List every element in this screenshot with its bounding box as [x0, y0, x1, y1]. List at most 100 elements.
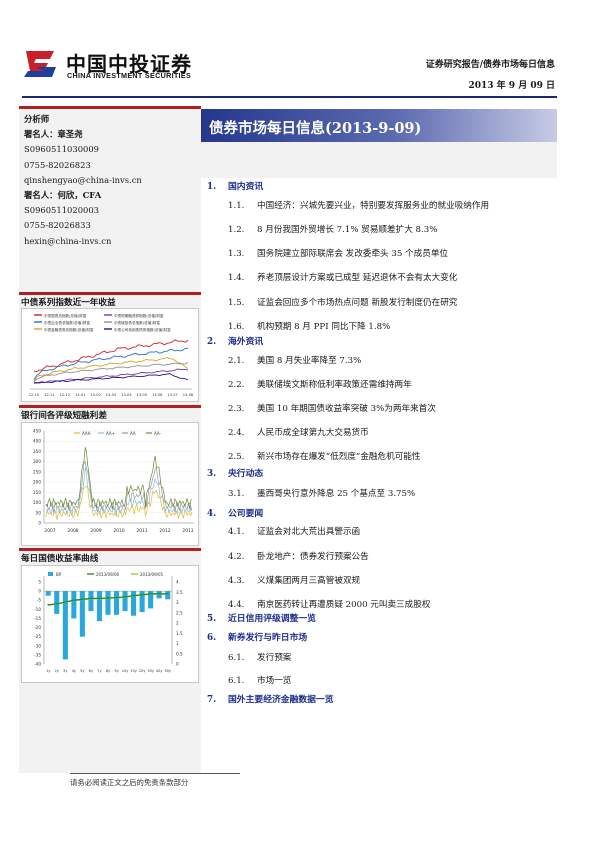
- x-tick-label: 2009: [90, 528, 101, 534]
- toc-item[interactable]: 6.1. 市场一览: [228, 674, 291, 686]
- toc-item[interactable]: 3.1. 墨西哥央行意外降息 25 个基点至 3.75%: [228, 487, 415, 499]
- analyst-2-email[interactable]: hexin@china-invs.cn: [24, 235, 112, 246]
- y-tick-label: 400: [33, 439, 41, 444]
- report-type: 证券研究报告/债券市场每日信息: [425, 60, 555, 70]
- y-left-tick-label: 0: [38, 589, 41, 594]
- toc-section-title: 海外资讯: [228, 337, 264, 347]
- y-tick-label: 250: [33, 469, 41, 474]
- y-right-tick-label: 0.5: [176, 651, 183, 656]
- x-tick-label: 4y: [72, 669, 76, 673]
- y-tick-label: 150: [33, 490, 41, 495]
- toc-section-5[interactable]: 5. 近日信用评级调整一览: [207, 611, 316, 624]
- series-line: [45, 460, 193, 513]
- toc-item-text: 美国 10 年期国债收益率突破 3%为两年来首次: [257, 404, 436, 414]
- toc-item[interactable]: 1.3. 国务院建立部际联席会 发改委牵头 35 个成员单位: [228, 247, 448, 259]
- toc-item-text: 养老顶层设计方案或已成型 延迟退休不会有太大变化: [257, 273, 458, 283]
- toc-section-title: 央行动态: [228, 469, 264, 479]
- toc-item-number: 4.2.: [228, 552, 245, 562]
- chart3-box: BP 2013/09/06 2013/09/05 5 0 -5 -10 -15 -20 -25 -3…: [21, 565, 199, 683]
- toc-item-number: 6.1.: [228, 676, 245, 686]
- analyst-2-line: 署名人：何欣，CFA: [24, 190, 102, 201]
- toc-section-6[interactable]: 6. 新券发行与昨日市场: [207, 630, 307, 643]
- x-tick-label: 13-06: [152, 393, 163, 397]
- toc-section-7[interactable]: 7. 国外主要经济金融数据一览: [207, 692, 334, 705]
- legend-swatch: [48, 572, 53, 576]
- legend-label: AA: [130, 431, 136, 436]
- toc-item[interactable]: 2.3. 美国 10 年期国债收益率突破 3%为两年来首次: [228, 402, 436, 414]
- y-tick-label: 450: [33, 429, 41, 434]
- analyst-1-email[interactable]: qinshengyao@china-invs.cn: [24, 174, 142, 185]
- toc-item[interactable]: 1.1. 中国经济：兴城先要兴业，特别要发挥服务业的就业吸纳作用: [228, 199, 489, 211]
- toc-item[interactable]: 2.5. 新兴市场存在爆发“低烈度”金融危机可能性: [228, 450, 420, 462]
- toc-item-number: 2.5.: [228, 452, 245, 462]
- toc-item[interactable]: 2.1. 美国 8 月失业率降至 7.3%: [228, 354, 361, 366]
- toc-item-number: 1.6.: [228, 322, 245, 332]
- y-tick-label: 200: [33, 480, 41, 485]
- toc-item[interactable]: 4.1. 证监会对北大荒出具警示函: [228, 525, 360, 537]
- yield-point: [141, 593, 143, 596]
- toc-section-title: 公司要闻: [228, 509, 264, 519]
- yield-point: [115, 596, 118, 599]
- x-tick-label: 13-05: [137, 393, 147, 397]
- toc-section-2[interactable]: 2. 海外资讯: [207, 334, 263, 347]
- toc-item[interactable]: 4.3. 义煤集团两月三高管被双规: [228, 574, 360, 586]
- y-right-tick-label: 3: [176, 600, 179, 605]
- toc-item-number: 4.4.: [228, 600, 245, 610]
- x-tick-label: 12-10: [29, 393, 40, 397]
- bp-bar: [139, 591, 145, 613]
- toc-item-text: 机构预期 8 月 PPI 同比下降 1.8%: [257, 322, 391, 332]
- analyst-heading: 分析师: [24, 114, 50, 124]
- toc-item[interactable]: 1.2. 8 月份我国外贸增长 7.1% 贸易顺差扩大 8.3%: [228, 223, 437, 235]
- x-tick-label: 2011: [136, 528, 147, 534]
- toc-item[interactable]: 4.2. 卧龙地产：债券发行预案公告: [228, 550, 369, 562]
- y-right-tick-label: 1.5: [176, 631, 183, 636]
- series-line: [33, 362, 189, 382]
- toc-section-number: 2.: [207, 337, 217, 347]
- toc-item[interactable]: 6.1. 发行预案: [228, 651, 291, 663]
- legend-label: 2013/09/05: [140, 572, 164, 577]
- toc-item-text: 8 月份我国外贸增长 7.1% 贸易顺差扩大 8.3%: [257, 225, 438, 235]
- toc-item-text: 证监会回应多个市场热点问题 新股发行制度仍在研究: [257, 298, 458, 308]
- toc-item[interactable]: 1.5. 证监会回应多个市场热点问题 新股发行制度仍在研究: [228, 296, 457, 308]
- yield-point: [124, 596, 126, 598]
- y-tick-label: 0: [38, 521, 41, 526]
- toc-item[interactable]: 2.4. 人民币成全球第九大交易货币: [228, 426, 369, 438]
- toc-item[interactable]: 1.4. 养老顶层设计方案或已成型 延迟退休不会有太大变化: [228, 271, 457, 283]
- y-tick-label: 50: [36, 510, 42, 515]
- x-tick-label: 3y: [63, 669, 67, 673]
- legend-label: AA+: [106, 431, 115, 436]
- x-tick-label: 5y: [80, 669, 84, 673]
- toc-section-number: 1.: [207, 182, 217, 192]
- toc-item[interactable]: 2.2. 美联储埃文斯称低利率政策还需维持两年: [228, 378, 412, 390]
- x-tick-label: 2007: [44, 528, 55, 534]
- toc-section-title: 国内资讯: [228, 182, 264, 192]
- toc-item[interactable]: 1.6. 机构预期 8 月 PPI 同比下降 1.8%: [228, 320, 390, 332]
- legend-label: 中债短期融资券指数(总值)财富: [114, 313, 164, 318]
- analyst-block: 分析师 署名人：章圣尧 S0960511030009 0755-82026823…: [24, 112, 200, 249]
- toc-item-text: 新兴市场存在爆发“低烈度”金融危机可能性: [257, 452, 421, 462]
- analyst-2-cert: S0960511020003: [24, 205, 100, 216]
- legend-label: 中债国债总指数(总值)财富: [44, 313, 87, 318]
- y-left-tick-label: 5: [38, 580, 41, 585]
- bp-bar: [165, 591, 171, 600]
- title-subband: [201, 142, 557, 178]
- toc-section-title: 近日信用评级调整一览: [228, 614, 316, 624]
- toc-item[interactable]: 4.4. 南京医药转让再遭质疑 2000 元叫卖三成股权: [228, 598, 430, 610]
- series-line: [45, 447, 193, 510]
- toc-section-1[interactable]: 1. 国内资讯: [207, 179, 263, 192]
- toc-section-number: 5.: [207, 614, 217, 624]
- chart3-divider: [19, 548, 201, 551]
- toc-item-text: 义煤集团两月三高管被双规: [257, 576, 361, 586]
- x-tick-label: 13-03: [106, 393, 116, 397]
- toc-item-text: 美国 8 月失业率降至 7.3%: [257, 356, 362, 366]
- yield-point: [47, 603, 50, 606]
- toc-item-text: 南京医药转让再遭质疑 2000 元叫卖三成股权: [257, 600, 431, 610]
- x-tick-label: 40y: [156, 669, 163, 673]
- yield-point: [64, 601, 67, 603]
- legend-label: AA-: [154, 431, 161, 436]
- toc-section-4[interactable]: 4. 公司要闻: [207, 506, 263, 519]
- series-line: [33, 368, 189, 384]
- toc-item-text: 墨西哥央行意外降息 25 个基点至 3.75%: [257, 489, 416, 499]
- toc-section-3[interactable]: 3. 央行动态: [207, 466, 263, 479]
- x-tick-label: 8y: [106, 669, 110, 673]
